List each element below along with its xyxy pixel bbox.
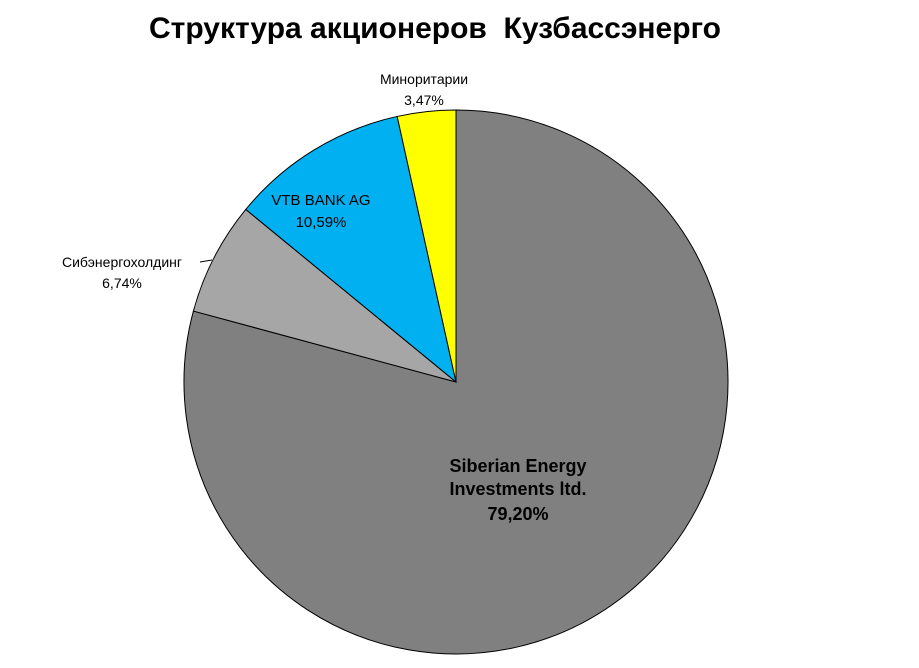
chart-title: Структура акционеров Кузбассэнерго <box>148 12 721 45</box>
slice-value-label: 10,59% <box>295 214 347 231</box>
slice-value-label: 79,20% <box>487 504 549 524</box>
slice-label: Сибэнергохолдинг <box>62 254 182 270</box>
pie-slice <box>192 208 457 383</box>
slice-label: Siberian Energy Investments ltd. <box>449 456 587 499</box>
pie-slice <box>245 115 457 384</box>
slice-label: VTB BANK AG <box>271 192 371 209</box>
slice-label: Миноритарии <box>379 71 469 87</box>
slice-value-label: 6,74% <box>102 275 142 291</box>
pie-slice <box>396 109 457 383</box>
slice-value-label: 3,47% <box>404 92 444 108</box>
pie-slice <box>183 109 729 655</box>
leader-line <box>199 259 213 263</box>
